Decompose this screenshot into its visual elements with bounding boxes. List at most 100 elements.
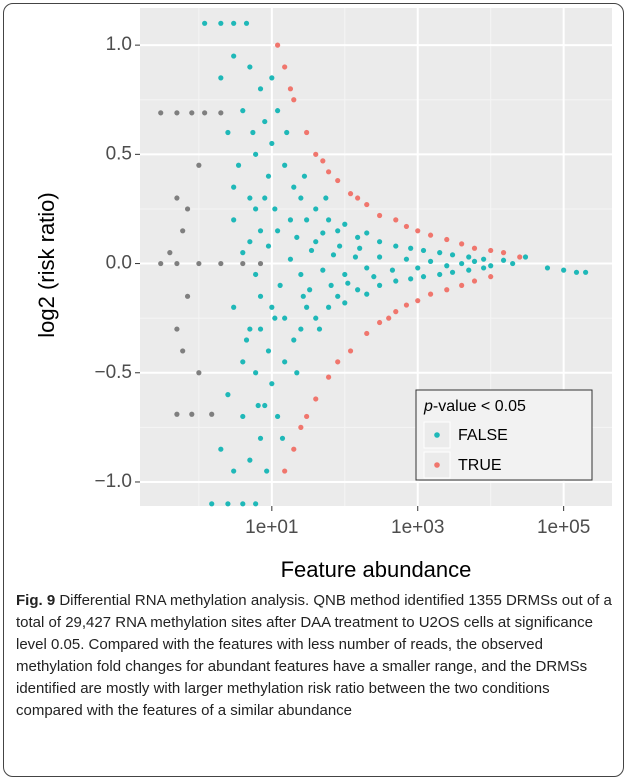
- point: [262, 402, 268, 409]
- point: [466, 254, 472, 260]
- point: [573, 269, 580, 275]
- point: [189, 411, 195, 417]
- caption: Fig. 9 Differential RNA methylation anal…: [16, 590, 616, 722]
- point: [255, 402, 261, 409]
- point: [291, 337, 297, 343]
- point: [294, 370, 300, 376]
- point: [247, 239, 253, 245]
- x-tick-label: 1e+01: [245, 517, 298, 538]
- point: [240, 359, 246, 365]
- point: [420, 247, 427, 254]
- point: [583, 269, 589, 275]
- chart: Feature abundance log2 (risk ratio) 1e+0…: [34, 8, 612, 582]
- point: [355, 195, 361, 201]
- point: [307, 287, 313, 293]
- point: [277, 282, 283, 288]
- point: [180, 348, 186, 354]
- point: [262, 195, 268, 201]
- x-axis-title: Feature abundance: [281, 557, 472, 582]
- point: [408, 276, 414, 282]
- point: [335, 359, 341, 365]
- point: [257, 293, 264, 299]
- point: [265, 243, 272, 249]
- point: [449, 252, 456, 258]
- point: [240, 250, 246, 256]
- point: [202, 110, 208, 116]
- point: [488, 274, 494, 280]
- point: [376, 239, 383, 245]
- point: [427, 291, 434, 297]
- point: [403, 302, 410, 308]
- point: [225, 501, 231, 507]
- point: [376, 282, 383, 288]
- point: [304, 413, 310, 420]
- point: [265, 348, 272, 354]
- point: [376, 212, 383, 219]
- point: [218, 110, 224, 116]
- point: [247, 326, 253, 332]
- x-tick-label: 1e+03: [391, 517, 444, 538]
- point: [235, 162, 242, 168]
- legend-label: TRUE: [458, 457, 502, 474]
- point: [437, 271, 443, 278]
- point: [471, 278, 478, 284]
- point: [253, 370, 259, 376]
- point: [500, 257, 507, 263]
- point: [355, 234, 361, 240]
- point: [357, 245, 363, 251]
- point: [218, 20, 224, 26]
- point: [427, 258, 434, 264]
- point: [376, 254, 383, 260]
- point: [313, 151, 319, 157]
- point: [272, 206, 278, 212]
- point: [274, 228, 281, 234]
- point: [253, 206, 259, 212]
- point: [335, 228, 341, 234]
- point: [158, 260, 164, 267]
- point: [196, 260, 202, 267]
- point: [459, 260, 465, 267]
- point: [247, 195, 253, 201]
- point: [257, 435, 264, 441]
- point: [444, 287, 450, 293]
- point: [272, 315, 278, 321]
- point: [393, 309, 399, 315]
- point: [174, 195, 180, 201]
- point: [325, 217, 332, 223]
- point: [274, 108, 281, 114]
- point: [265, 173, 272, 179]
- point: [300, 293, 306, 299]
- caption-text: Differential RNA methylation analysis. Q…: [16, 592, 612, 719]
- point: [364, 201, 370, 208]
- point: [561, 267, 567, 273]
- point: [257, 326, 264, 332]
- point: [269, 381, 275, 387]
- point: [364, 291, 370, 297]
- figure-frame: [3, 3, 624, 777]
- point: [243, 337, 250, 343]
- point: [316, 326, 323, 332]
- point: [313, 239, 319, 245]
- point: [420, 274, 427, 280]
- point: [231, 184, 237, 190]
- point: [393, 217, 399, 223]
- point: [444, 236, 450, 243]
- point: [189, 110, 195, 116]
- point: [243, 20, 250, 26]
- point: [282, 162, 288, 168]
- point: [342, 300, 348, 306]
- point: [291, 446, 297, 452]
- point: [342, 221, 348, 227]
- point: [174, 260, 180, 267]
- point: [287, 86, 294, 92]
- point: [298, 271, 304, 278]
- point: [304, 304, 310, 310]
- point: [364, 230, 370, 236]
- point: [301, 173, 308, 179]
- point: [282, 468, 288, 474]
- point: [335, 293, 341, 299]
- legend-label: FALSE: [458, 427, 508, 444]
- point: [257, 260, 264, 267]
- point: [253, 151, 259, 157]
- point: [408, 245, 414, 251]
